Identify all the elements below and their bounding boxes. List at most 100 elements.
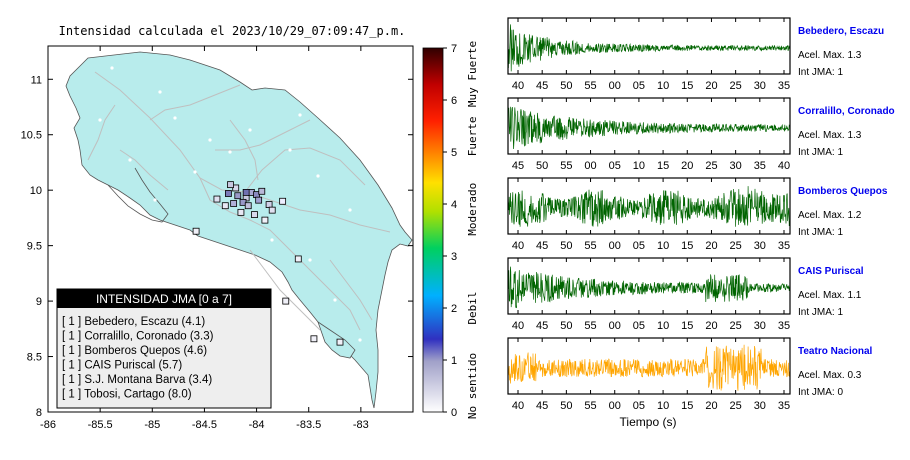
station-marker — [237, 208, 245, 216]
legend-entry: [ 1 ] Bomberos Quepos (4.6) — [62, 345, 207, 357]
time-axis-label: Tiempo (s) — [620, 415, 677, 429]
waveform-tick-label: 25 — [730, 80, 742, 92]
station-marker — [268, 206, 276, 214]
max-acceleration: Acel. Max. 1.2 — [798, 210, 862, 221]
station-marker — [336, 338, 344, 346]
waveform-tick-label: 00 — [609, 240, 621, 252]
legend-entry: [ 1 ] Tobosi, Cartago (8.0) — [62, 389, 192, 401]
jma-intensity: Int JMA: 1 — [798, 147, 843, 158]
colorbar-scale — [422, 47, 444, 413]
waveform-tick-label: 15 — [681, 320, 693, 332]
station-marker — [230, 200, 238, 207]
waveform-tick-label: 30 — [754, 400, 766, 412]
waveform-tick-label: 50 — [536, 160, 548, 172]
station-marker — [255, 196, 263, 204]
jma-intensity: Int JMA: 1 — [798, 227, 843, 238]
max-acceleration: Acel. Max. 1.3 — [798, 130, 862, 141]
max-acceleration: Acel. Max. 0.3 — [798, 370, 862, 381]
colorbar-tick-label: 7 — [451, 43, 457, 55]
station-name: Teatro Nacional — [798, 346, 872, 357]
waveform-tick-label: 30 — [754, 80, 766, 92]
waveform-tick-label: 50 — [560, 80, 572, 92]
station-marker — [213, 195, 221, 203]
waveform-tick-label: 15 — [681, 240, 693, 252]
map-x-axis: -86 -85.5 -85 -84.5 -84 -83.5 -83 — [40, 46, 369, 431]
waveform-tick-label: 20 — [705, 80, 717, 92]
map-x-tick-label: -85.5 — [88, 419, 113, 431]
waveform-tick-label: 00 — [584, 160, 596, 172]
map-y-tick-label: 9 — [36, 296, 42, 308]
waveform-tick-label: 20 — [705, 320, 717, 332]
road-network — [87, 71, 391, 331]
colorbar-tick-label: 5 — [451, 147, 457, 159]
colorbar-category-label: Fuerte — [466, 117, 479, 157]
map-x-tick-label: -86 — [40, 419, 56, 431]
map-x-tick-label: -85 — [144, 419, 160, 431]
legend-entry: [ 1 ] CAIS Puriscal (5.7) — [62, 360, 182, 372]
waveform-tick-label: 20 — [681, 160, 693, 172]
jma-intensity: Int JMA: 0 — [798, 387, 843, 398]
map-x-tick-label: -83 — [353, 419, 369, 431]
waveform-panel: 40 45 50 55 00 05 10 15 20 25 30 35 CAIS Puriscal Ace… — [507, 257, 864, 332]
waveform-trace — [507, 106, 790, 150]
station-marker — [261, 216, 269, 224]
waveform-tick-label: 55 — [584, 240, 596, 252]
waveform-trace — [507, 186, 790, 227]
waveform-tick-label: 40 — [512, 240, 524, 252]
map-y-tick-label: 10 — [30, 185, 42, 197]
waveform-tick-label: 05 — [633, 240, 645, 252]
waveform-tick-label: 25 — [730, 320, 742, 332]
intensity-colorbar: 0 1 2 3 4 5 6 7 No sentido Debil Moderado Fuerte Mu… — [422, 41, 479, 419]
waveform-tick-label: 40 — [778, 160, 790, 172]
waveform-tick-label: 50 — [560, 320, 572, 332]
intensity-legend: INTENSIDAD JMA [0 a 7] [ 1 ] Bebedero, E… — [56, 288, 272, 409]
waveform-tick-label: 50 — [560, 400, 572, 412]
station-marker — [294, 255, 302, 263]
waveform-tick-label: 05 — [633, 320, 645, 332]
waveform-tick-label: 30 — [754, 320, 766, 332]
station-marker — [310, 335, 318, 343]
waveform-tick-label: 35 — [778, 240, 790, 252]
colorbar-tick-label: 2 — [451, 303, 457, 315]
station-markers — [192, 181, 344, 346]
station-name: Corralillo, Coronado — [798, 106, 895, 117]
waveform-tick-label: 45 — [536, 320, 548, 332]
waveform-trace — [507, 24, 790, 72]
waveform-tick-label: 05 — [633, 400, 645, 412]
waveform-tick-label: 45 — [536, 80, 548, 92]
legend-entry: [ 1 ] Corralillo, Coronado (3.3) — [62, 331, 214, 343]
station-name: CAIS Puriscal — [798, 266, 864, 277]
waveform-tick-label: 10 — [657, 320, 669, 332]
legend-entry: [ 1 ] S.J. Montana Barva (3.4) — [62, 374, 212, 386]
station-marker — [227, 181, 234, 189]
station-name: Bomberos Quepos — [798, 186, 888, 197]
waveform-tick-label: 45 — [512, 160, 524, 172]
colorbar-category-label: Debil — [466, 291, 479, 324]
waveform-panels: 40 45 50 55 00 05 10 15 20 25 30 35 Bebedero, Escazu… — [507, 17, 895, 412]
max-acceleration: Acel. Max. 1.3 — [798, 50, 862, 61]
waveform-tick-label: 10 — [657, 240, 669, 252]
map-y-tick-label: 8 — [36, 407, 42, 419]
station-name: Bebedero, Escazu — [798, 26, 884, 37]
waveform-tick-label: 25 — [705, 160, 717, 172]
map-frame — [47, 45, 414, 413]
waveform-tick-label: 00 — [609, 80, 621, 92]
waveform-tick-label: 10 — [657, 80, 669, 92]
station-marker — [279, 197, 287, 205]
station-marker — [251, 211, 258, 218]
colorbar-category-label: Muy Fuerte — [466, 41, 479, 107]
colorbar-category-label: No sentido — [466, 353, 479, 419]
waveform-tick-label: 20 — [705, 400, 717, 412]
map-x-tick-label: -83.5 — [296, 419, 321, 431]
waveform-panel: 40 45 50 55 00 05 10 15 20 25 30 35 Bebedero, Escazu… — [507, 17, 884, 92]
waveform-tick-label: 10 — [633, 160, 645, 172]
waveform-panel: 40 45 50 55 00 05 10 15 20 25 30 35 Teatro Nacional A… — [507, 337, 872, 412]
colorbar-tick-label: 4 — [451, 199, 457, 211]
legend-entry: [ 1 ] Bebedero, Escazu (4.1) — [62, 316, 205, 328]
station-marker — [234, 192, 242, 200]
map-y-tick-label: 11 — [31, 74, 42, 86]
waveform-tick-label: 00 — [609, 400, 621, 412]
map-y-tick-label: 9.5 — [27, 241, 42, 253]
waveform-tick-label: 25 — [730, 240, 742, 252]
waveform-tick-label: 45 — [536, 400, 548, 412]
